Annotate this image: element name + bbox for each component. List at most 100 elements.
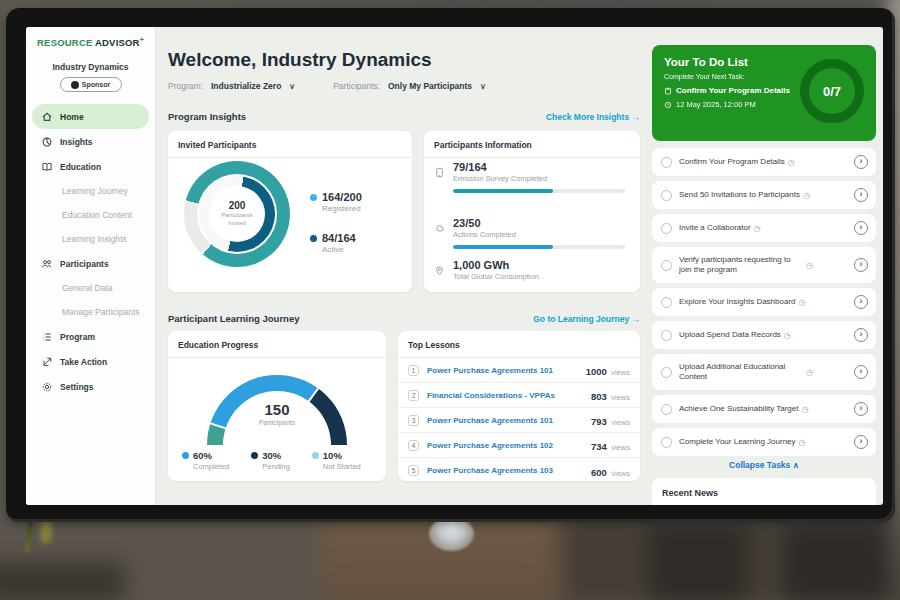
sidebar-item-settings[interactable]: Settings <box>26 374 155 399</box>
collapse-tasks-link[interactable]: Collapse Tasks ∧ <box>652 460 876 470</box>
sidebar: RESOURCE ADVISOR+ Industry Dynamics Spon… <box>26 27 156 505</box>
main-content: Welcome, Industry Dynamics Program: Indu… <box>156 27 652 505</box>
task-checkbox[interactable] <box>661 367 672 378</box>
clock-icon: ◷ <box>799 298 806 307</box>
sidebar-item-learning-journey[interactable]: Learning Journey <box>26 179 155 203</box>
chevron-right-icon[interactable]: › <box>854 155 868 169</box>
lesson-link[interactable]: Power Purchase Agreements 101 <box>427 416 553 425</box>
sidebar-item-program[interactable]: Program <box>26 324 155 349</box>
chevron-right-icon[interactable]: › <box>854 221 868 235</box>
donut-center-label: Participants Invited <box>214 212 260 228</box>
lesson-row: 1 Power Purchase Agreements 101 1000 vie… <box>398 358 640 383</box>
task-row[interactable]: Complete Your Learning Journey◷› <box>652 428 876 456</box>
program-icon <box>41 331 53 343</box>
clock-icon <box>664 101 672 109</box>
go-to-learning-journey-link[interactable]: Go to Learning Journey → <box>533 314 640 324</box>
arrow-right-icon: → <box>632 112 641 122</box>
card-title: Top Lessons <box>398 331 640 357</box>
sidebar-item-general-data[interactable]: General Data <box>26 276 155 300</box>
task-row[interactable]: Upload Additional Educational Content◷› <box>652 354 876 390</box>
task-row[interactable]: Send 50 Invitations to Participants◷› <box>652 181 876 209</box>
task-row[interactable]: Explore Your Insights Dashboard◷› <box>652 288 876 316</box>
todo-summary-card: Your To Do List Complete Your Next Task:… <box>652 45 876 141</box>
participants-filter-label: Participants: <box>333 81 380 91</box>
rank-badge: 3 <box>408 415 419 426</box>
education-icon <box>41 161 53 173</box>
sidebar-item-label: Participants <box>60 259 109 269</box>
section-title: Participant Learning Journey <box>168 313 299 324</box>
divider <box>168 357 386 358</box>
task-checkbox[interactable] <box>661 404 672 415</box>
chevron-right-icon[interactable]: › <box>854 328 868 342</box>
task-row[interactable]: Verify participants requesting to join t… <box>652 247 876 283</box>
clock-icon: ◷ <box>784 331 791 340</box>
sidebar-item-label: Home <box>60 112 84 122</box>
news-title: Recent News <box>652 478 876 505</box>
home-icon <box>41 111 53 123</box>
brand-secondary: ADVISOR <box>95 37 140 48</box>
legend-dot <box>310 235 317 242</box>
brand-plus: + <box>140 36 144 43</box>
chevron-right-icon[interactable]: › <box>854 435 868 449</box>
check-more-insights-link[interactable]: Check More Insights → <box>546 112 640 122</box>
lesson-link[interactable]: Power Purchase Agreements 101 <box>427 366 553 375</box>
learning-journey-header: Participant Learning Journey Go to Learn… <box>168 313 640 324</box>
location-pin-icon <box>434 262 445 273</box>
task-checkbox[interactable] <box>661 190 672 201</box>
page-title: Welcome, Industry Dynamics <box>168 49 432 71</box>
task-row[interactable]: Confirm Your Program Details◷› <box>652 148 876 176</box>
sidebar-item-education-content[interactable]: Education Content <box>26 203 155 227</box>
sidebar-item-home[interactable]: Home <box>32 104 149 129</box>
chevron-right-icon[interactable]: › <box>854 258 868 272</box>
rank-badge: 4 <box>408 440 419 451</box>
recent-news-card: Recent News <box>652 478 876 505</box>
clipboard-icon <box>664 87 672 95</box>
task-checkbox[interactable] <box>661 437 672 448</box>
participants-filter-value[interactable]: Only My Participants <box>388 81 472 91</box>
chevron-right-icon[interactable]: › <box>854 402 868 416</box>
legend-item: 164/200 Registered <box>310 191 362 213</box>
task-checkbox[interactable] <box>661 223 672 234</box>
sidebar-item-participants[interactable]: Participants <box>26 251 155 276</box>
chevron-up-icon: ∧ <box>793 460 799 470</box>
chevron-down-icon[interactable]: ∨ <box>289 82 295 91</box>
top-lessons-card: Top Lessons 1 Power Purchase Agreements … <box>398 331 640 481</box>
metric-consumption: 1,000 GWh Total Global Consumption <box>434 259 630 281</box>
chevron-down-icon[interactable]: ∨ <box>480 82 486 91</box>
sidebar-item-learning-insights[interactable]: Learning Insights <box>26 227 155 251</box>
card-title: Participants Information <box>424 131 640 157</box>
task-checkbox[interactable] <box>661 260 672 271</box>
chevron-right-icon[interactable]: › <box>854 188 868 202</box>
lesson-row: 3 Power Purchase Agreements 101 793 view… <box>398 408 640 433</box>
sponsor-badge[interactable]: Sponsor <box>60 77 122 92</box>
rank-badge: 2 <box>408 390 419 401</box>
chevron-right-icon[interactable]: › <box>854 295 868 309</box>
task-row[interactable]: Upload Spend Data Records◷› <box>652 321 876 349</box>
chevron-right-icon[interactable]: › <box>854 365 868 379</box>
gauge-center-value: 150 <box>207 401 347 418</box>
sidebar-item-manage-participants[interactable]: Manage Participants <box>26 300 155 324</box>
clock-icon: ◷ <box>803 191 810 200</box>
sidebar-item-label: General Data <box>62 283 113 293</box>
sidebar-item-education[interactable]: Education <box>26 154 155 179</box>
insights-icon <box>41 136 53 148</box>
rank-badge: 5 <box>408 465 419 476</box>
invited-participants-card: Invited Participants 200 Participants In… <box>168 131 412 292</box>
invited-donut-chart: 200 Participants Invited <box>184 161 290 267</box>
lesson-link[interactable]: Financial Considerations - VPPAs <box>427 391 555 400</box>
task-checkbox[interactable] <box>661 297 672 308</box>
invited-legend: 164/200 Registered 84/164 Active <box>310 191 362 273</box>
task-checkbox[interactable] <box>661 330 672 341</box>
sidebar-item-label: Insights <box>60 137 93 147</box>
task-list: Confirm Your Program Details◷› Send 50 I… <box>652 148 876 456</box>
task-row[interactable]: Invite a Collaborator◷› <box>652 214 876 242</box>
legend-dot <box>251 452 258 459</box>
task-checkbox[interactable] <box>661 157 672 168</box>
lesson-link[interactable]: Power Purchase Agreements 103 <box>427 466 553 475</box>
lesson-link[interactable]: Power Purchase Agreements 102 <box>427 441 553 450</box>
legend-dot <box>182 452 189 459</box>
task-row[interactable]: Achieve One Sustainability Target◷› <box>652 395 876 423</box>
sidebar-item-take-action[interactable]: Take Action <box>26 349 155 374</box>
sidebar-item-insights[interactable]: Insights <box>26 129 155 154</box>
program-filter-value[interactable]: Industrialize Zero <box>211 81 281 91</box>
